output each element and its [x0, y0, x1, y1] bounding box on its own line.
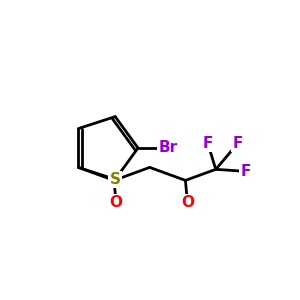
Text: F: F [241, 164, 251, 179]
Text: Br: Br [158, 140, 178, 155]
Text: O: O [181, 195, 194, 210]
Text: F: F [232, 136, 243, 151]
Text: O: O [110, 195, 122, 210]
Text: F: F [202, 136, 213, 151]
Text: S: S [110, 172, 121, 187]
